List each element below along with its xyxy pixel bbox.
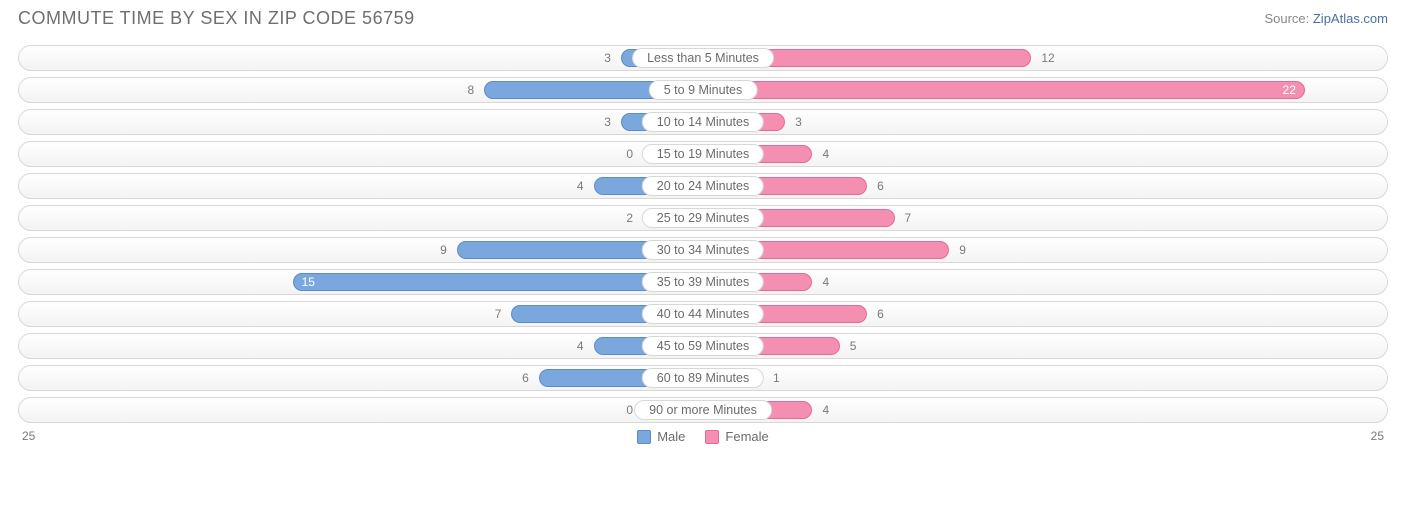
- male-value: 6: [516, 366, 535, 390]
- bar-row: 2 7 25 to 29 Minutes: [18, 205, 1388, 231]
- category-label: 45 to 59 Minutes: [642, 336, 764, 356]
- legend-label: Male: [657, 429, 685, 444]
- category-label: 5 to 9 Minutes: [649, 80, 758, 100]
- male-value: 0: [620, 142, 639, 166]
- female-value: 12: [1035, 46, 1060, 70]
- bar-row: 6 160 to 89 Minutes: [18, 365, 1388, 391]
- legend: Male Female: [18, 429, 1388, 444]
- bar-row: 8 22 5 to 9 Minutes: [18, 77, 1388, 103]
- male-value: 3: [598, 46, 617, 70]
- bar-row: 0 4 15 to 19 Minutes: [18, 141, 1388, 167]
- female-value: 5: [844, 334, 863, 358]
- legend-item: Male: [637, 429, 685, 444]
- source-attribution: Source: ZipAtlas.com: [1264, 11, 1388, 26]
- category-label: 90 or more Minutes: [634, 400, 772, 420]
- x-axis: 25 25 MaleFemale: [18, 429, 1388, 447]
- category-label: 10 to 14 Minutes: [642, 112, 764, 132]
- bar-row: 15 4 35 to 39 Minutes: [18, 269, 1388, 295]
- male-value: 7: [489, 302, 508, 326]
- male-value: 2: [620, 206, 639, 230]
- source-prefix: Source:: [1264, 11, 1312, 26]
- legend-label: Female: [725, 429, 768, 444]
- male-value: 4: [571, 334, 590, 358]
- chart-title: COMMUTE TIME BY SEX IN ZIP CODE 56759: [18, 8, 415, 29]
- diverging-bar-chart: 312Less than 5 Minutes8225 to 9 Minutes3…: [12, 35, 1394, 423]
- female-value: 6: [871, 302, 890, 326]
- bar-row: 0490 or more Minutes: [18, 397, 1388, 423]
- bar-row: 3 12 Less than 5 Minutes: [18, 45, 1388, 71]
- category-label: 35 to 39 Minutes: [642, 272, 764, 292]
- category-label: 60 to 89 Minutes: [642, 368, 764, 388]
- header: COMMUTE TIME BY SEX IN ZIP CODE 56759 So…: [12, 8, 1394, 35]
- bar-row: 4 5 45 to 59 Minutes: [18, 333, 1388, 359]
- category-label: 30 to 34 Minutes: [642, 240, 764, 260]
- bar-row: 9 9 30 to 34 Minutes: [18, 237, 1388, 263]
- male-value: 9: [434, 238, 453, 262]
- bar-row: 4 6 20 to 24 Minutes: [18, 173, 1388, 199]
- source-link[interactable]: ZipAtlas.com: [1313, 11, 1388, 26]
- male-value: 8: [461, 78, 480, 102]
- male-value: 15: [302, 275, 315, 289]
- female-value: 9: [953, 238, 972, 262]
- female-value: 4: [816, 398, 835, 422]
- male-value: 3: [598, 110, 617, 134]
- chart-container: COMMUTE TIME BY SEX IN ZIP CODE 56759 So…: [0, 0, 1406, 522]
- female-bar: 22: [703, 81, 1305, 99]
- male-value: 4: [571, 174, 590, 198]
- bar-row: 7 6 40 to 44 Minutes: [18, 301, 1388, 327]
- female-value: 7: [899, 206, 918, 230]
- female-value: 4: [816, 270, 835, 294]
- category-label: 40 to 44 Minutes: [642, 304, 764, 324]
- legend-swatch: [637, 430, 651, 444]
- category-label: 25 to 29 Minutes: [642, 208, 764, 228]
- female-value: 3: [789, 110, 808, 134]
- category-label: Less than 5 Minutes: [632, 48, 774, 68]
- category-label: 15 to 19 Minutes: [642, 144, 764, 164]
- female-value: 22: [1283, 83, 1296, 97]
- category-label: 20 to 24 Minutes: [642, 176, 764, 196]
- female-value: 6: [871, 174, 890, 198]
- legend-item: Female: [705, 429, 768, 444]
- female-value: 1: [767, 366, 786, 390]
- bar-row: 3 3 10 to 14 Minutes: [18, 109, 1388, 135]
- female-value: 4: [816, 142, 835, 166]
- legend-swatch: [705, 430, 719, 444]
